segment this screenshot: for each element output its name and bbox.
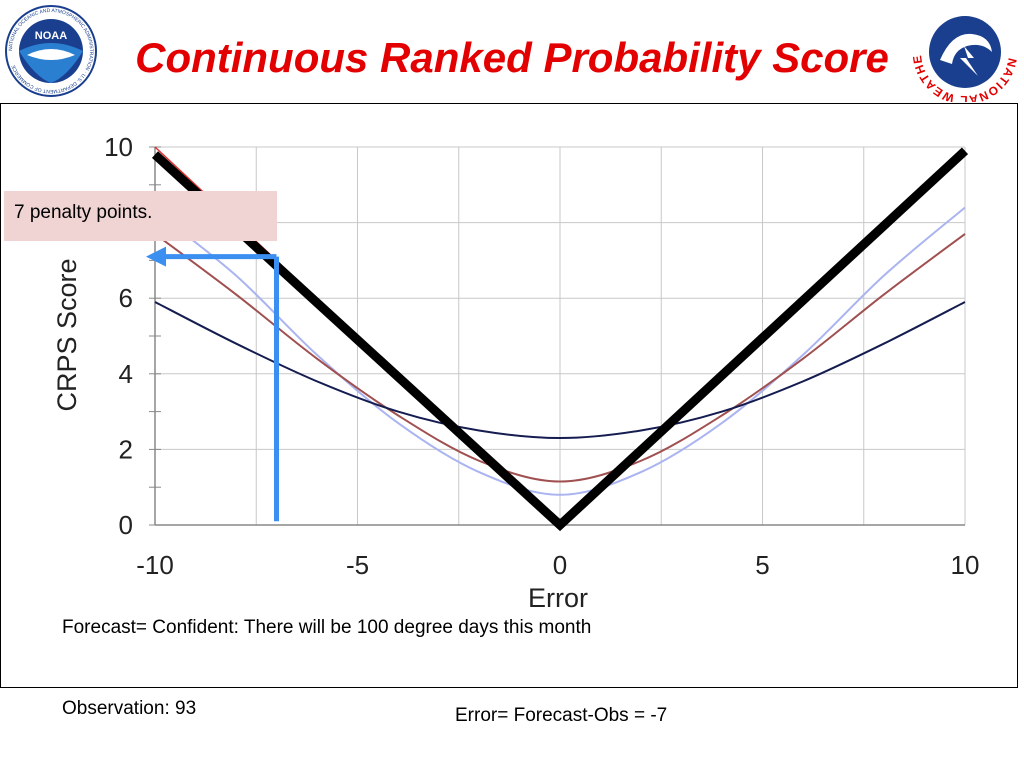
chart-tick-labels: -10-505100246810: [104, 132, 979, 580]
penalty-callout: 7 penalty points.: [4, 191, 277, 241]
x-tick-label: -5: [346, 550, 369, 580]
y-axis-label: CRPS Score: [52, 258, 82, 411]
chart-series: [151, 146, 969, 532]
y-tick-label: 2: [119, 434, 133, 464]
x-axis-label: Error: [528, 583, 588, 613]
series-line: [154, 301, 966, 440]
series-line: [154, 233, 966, 483]
x-tick-label: -10: [136, 550, 174, 580]
x-tick-label: 5: [755, 550, 769, 580]
x-tick-label: 0: [553, 550, 567, 580]
noaa-logo: NOAA NATIONAL OCEANIC AND ATMOSPHERIC AD…: [5, 5, 97, 97]
noaa-logo-text: NOAA: [35, 30, 67, 42]
x-tick-label: 10: [951, 550, 980, 580]
y-tick-label: 10: [104, 132, 133, 162]
chart-annotations: [146, 246, 279, 522]
series-line: [154, 206, 966, 496]
nws-logo: NATIONAL WEATHER SERVICE: [912, 2, 1018, 102]
error-text: Error= Forecast-Obs = -7: [455, 705, 668, 726]
series-line: [151, 147, 969, 532]
slide-title: Continuous Ranked Probability Score: [135, 34, 889, 81]
crps-chart: -10-505100246810 Error CRPS Score: [52, 132, 979, 613]
y-tick-label: 4: [119, 359, 133, 389]
observation-text: Observation: 93: [62, 698, 197, 719]
forecast-text: Forecast= Confident: There will be 100 d…: [62, 617, 592, 638]
y-tick-label: 0: [119, 510, 133, 540]
y-tick-label: 6: [119, 283, 133, 313]
chart-frame: [0, 103, 1018, 688]
